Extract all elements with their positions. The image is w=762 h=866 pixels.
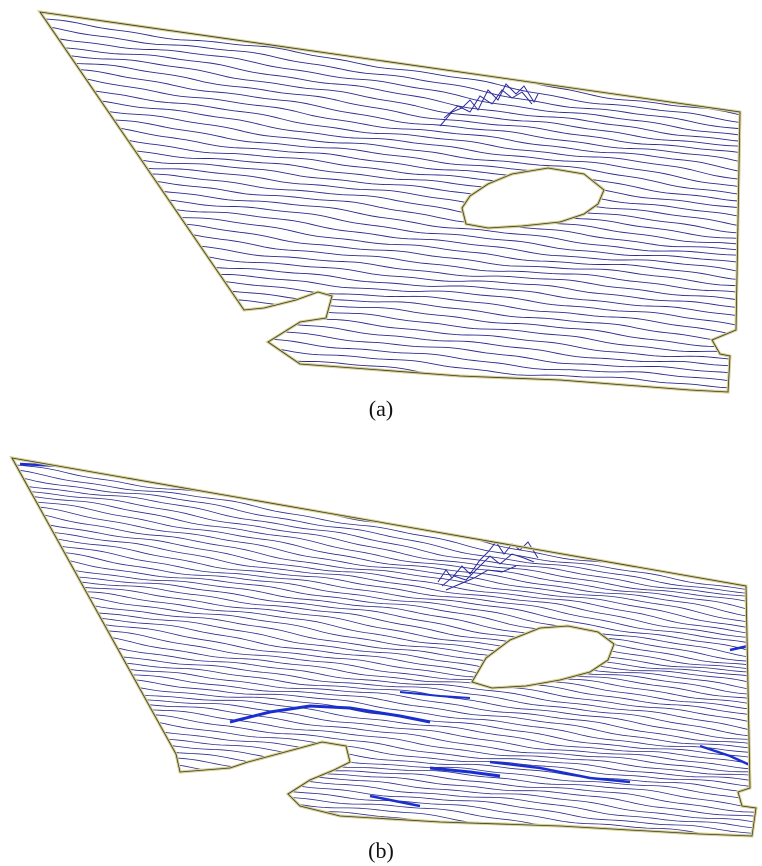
contour-line <box>12 810 756 836</box>
contour-line <box>40 250 740 328</box>
contour-map-a <box>0 0 762 395</box>
contour-line <box>12 481 756 598</box>
contour-line <box>12 729 756 813</box>
contour-line <box>12 593 756 695</box>
contour-line <box>12 635 756 737</box>
contour-line <box>12 508 756 630</box>
contour-line <box>40 289 740 354</box>
hole-outline-b <box>469 624 616 690</box>
contour-line <box>40 12 740 101</box>
contour-line <box>12 611 756 711</box>
contour-line <box>12 800 756 836</box>
contour-line <box>12 625 756 724</box>
contour-line <box>12 642 756 741</box>
contour-line <box>40 51 740 147</box>
contour-line <box>12 468 756 592</box>
contour-line <box>40 321 740 383</box>
contour-line <box>12 767 756 836</box>
contour-line <box>12 531 756 645</box>
contour-line <box>12 549 756 663</box>
contour-line <box>12 563 756 670</box>
contour-map-b <box>0 450 762 840</box>
contour-line <box>12 598 756 700</box>
contour-line <box>40 143 740 234</box>
caption-b: (b) <box>368 838 394 863</box>
contour-line <box>40 356 740 392</box>
contour-line <box>12 488 756 604</box>
contour-line <box>12 618 756 716</box>
contour-line <box>40 79 740 181</box>
contour-line <box>40 65 740 164</box>
contour-line <box>40 24 740 130</box>
contour-line <box>40 307 740 368</box>
contour-lines-b <box>12 458 756 836</box>
boundary-inner-b <box>11 457 757 837</box>
contour-line <box>40 313 740 376</box>
contour-line <box>40 58 740 154</box>
contour-line <box>40 97 740 196</box>
contour-line <box>12 522 756 639</box>
contour-line <box>40 330 740 389</box>
contour-line <box>12 630 756 732</box>
contour-line <box>12 666 756 754</box>
contour-line <box>12 651 756 745</box>
contour-line <box>40 208 740 287</box>
contour-line <box>12 746 756 823</box>
boundary-inner-a <box>39 11 741 393</box>
contour-line <box>40 17 740 124</box>
contour-line <box>40 151 740 240</box>
contour-line <box>40 200 740 281</box>
contour-line <box>40 108 740 202</box>
bump-feature-b <box>437 541 539 591</box>
boundary-outline-b <box>9 455 758 838</box>
contour-line <box>12 514 756 635</box>
contour-line <box>12 473 756 595</box>
contour-line <box>40 117 740 209</box>
contour-line <box>12 543 756 659</box>
contour-line <box>40 193 740 273</box>
contour-line <box>12 458 756 572</box>
contour-line <box>12 458 756 578</box>
contour-line <box>40 125 740 218</box>
contour-line <box>40 32 740 137</box>
contour-line <box>12 589 756 691</box>
contour-lines-a <box>40 12 740 392</box>
contour-line <box>40 72 740 173</box>
contour-line <box>40 243 740 318</box>
contour-line <box>12 538 756 653</box>
contour-line <box>12 605 756 705</box>
contour-line <box>12 502 756 624</box>
bump-feature-a <box>439 83 539 127</box>
contour-line <box>40 134 740 227</box>
contour-line <box>12 497 756 618</box>
contour-line <box>40 386 740 392</box>
contour-line <box>40 42 740 142</box>
contour-line <box>12 556 756 666</box>
contour-map-b-canvas <box>9 455 758 838</box>
contour-map-a-canvas <box>36 10 742 394</box>
contour-line <box>40 368 740 392</box>
contour-line <box>12 703 756 782</box>
contour-line <box>12 571 756 673</box>
contour-line <box>40 236 740 309</box>
caption-a: (a) <box>368 396 394 421</box>
contour-line <box>12 585 756 684</box>
contour-line <box>12 579 756 678</box>
hole-inner-a <box>461 167 605 229</box>
contour-line <box>12 493 756 612</box>
hole-inner-b <box>471 625 615 689</box>
contour-line <box>40 87 740 188</box>
contour-line <box>40 300 740 361</box>
contour-line <box>12 684 756 770</box>
